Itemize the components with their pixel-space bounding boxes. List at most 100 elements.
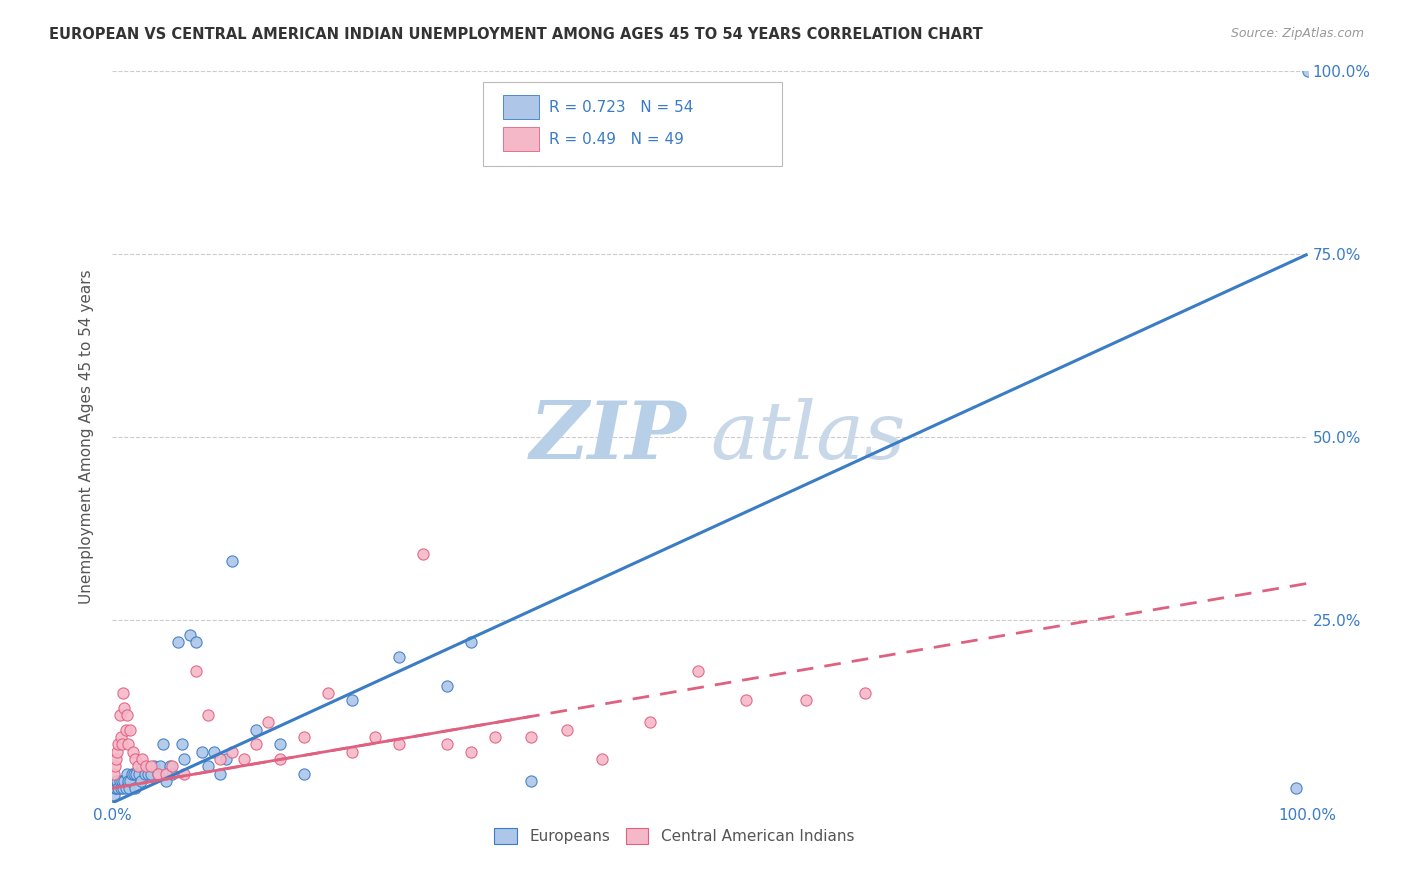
Point xyxy=(688,664,710,678)
Point xyxy=(122,766,145,780)
Point xyxy=(221,745,243,759)
Point xyxy=(143,759,166,773)
Point xyxy=(592,752,614,766)
Point xyxy=(127,759,149,773)
Point xyxy=(121,766,143,780)
Point xyxy=(221,554,243,568)
Point xyxy=(103,766,125,780)
Point xyxy=(735,693,758,707)
Point xyxy=(364,730,387,744)
Point xyxy=(105,752,128,766)
Point xyxy=(292,766,315,780)
Point xyxy=(135,759,157,773)
Point xyxy=(179,627,201,641)
Point xyxy=(460,635,482,649)
Point xyxy=(110,730,132,744)
Point xyxy=(139,759,162,773)
Point xyxy=(460,745,482,759)
Point xyxy=(640,715,662,730)
Point xyxy=(197,708,219,723)
Point xyxy=(112,686,135,700)
Point xyxy=(138,766,160,780)
Point xyxy=(245,723,267,737)
Text: atlas: atlas xyxy=(710,399,905,475)
Point xyxy=(124,752,146,766)
Point xyxy=(436,679,458,693)
Point xyxy=(233,752,256,766)
Point xyxy=(129,773,152,788)
Point xyxy=(484,730,506,744)
Point xyxy=(245,737,267,751)
Point xyxy=(162,759,183,773)
Point xyxy=(292,730,315,744)
Text: ZIP: ZIP xyxy=(529,399,686,475)
Point xyxy=(162,766,183,780)
Point xyxy=(155,766,177,780)
Point xyxy=(117,737,139,751)
Point xyxy=(215,752,238,766)
Point xyxy=(120,723,142,737)
Point xyxy=(114,773,135,788)
Point xyxy=(110,781,132,796)
Point xyxy=(186,664,208,678)
FancyBboxPatch shape xyxy=(503,127,538,151)
Point xyxy=(131,759,153,773)
Point xyxy=(209,766,232,780)
Point xyxy=(316,686,339,700)
Point xyxy=(128,766,150,780)
Point xyxy=(209,752,232,766)
Point xyxy=(124,781,146,796)
Point xyxy=(855,686,877,700)
Point xyxy=(146,766,169,780)
Point xyxy=(115,708,138,723)
Point xyxy=(555,723,578,737)
Point xyxy=(388,649,411,664)
Point xyxy=(103,789,125,803)
Point xyxy=(104,759,127,773)
Text: R = 0.723   N = 54: R = 0.723 N = 54 xyxy=(548,100,693,115)
Point xyxy=(114,723,136,737)
Point xyxy=(108,708,131,723)
Point xyxy=(269,752,291,766)
Point xyxy=(269,737,291,751)
Point xyxy=(173,766,195,780)
Point xyxy=(114,781,136,796)
Point xyxy=(167,635,190,649)
Point xyxy=(257,715,280,730)
Point xyxy=(105,745,128,759)
Point xyxy=(202,745,225,759)
Point xyxy=(173,752,195,766)
Point xyxy=(520,730,543,744)
FancyBboxPatch shape xyxy=(503,95,538,119)
Point xyxy=(111,773,134,788)
Point xyxy=(108,773,131,788)
Point xyxy=(197,759,219,773)
Text: Source: ZipAtlas.com: Source: ZipAtlas.com xyxy=(1230,27,1364,40)
Point xyxy=(794,693,817,707)
Point xyxy=(340,745,363,759)
Point xyxy=(139,766,162,780)
Point xyxy=(105,781,128,796)
Point xyxy=(131,752,153,766)
Point xyxy=(125,766,148,780)
Point xyxy=(1285,781,1308,796)
Legend: Europeans, Central American Indians: Europeans, Central American Indians xyxy=(488,822,860,850)
Point xyxy=(107,737,129,751)
Text: R = 0.49   N = 49: R = 0.49 N = 49 xyxy=(548,132,683,147)
Point xyxy=(412,547,434,561)
Point xyxy=(340,693,363,707)
FancyBboxPatch shape xyxy=(484,82,782,167)
Point xyxy=(104,781,127,796)
Point xyxy=(149,759,172,773)
Point xyxy=(146,766,169,780)
Point xyxy=(114,700,135,714)
Point xyxy=(120,773,142,788)
Point xyxy=(118,781,141,796)
Point xyxy=(134,766,156,780)
Point xyxy=(155,773,177,788)
Point xyxy=(152,737,174,751)
Text: EUROPEAN VS CENTRAL AMERICAN INDIAN UNEMPLOYMENT AMONG AGES 45 TO 54 YEARS CORRE: EUROPEAN VS CENTRAL AMERICAN INDIAN UNEM… xyxy=(49,27,983,42)
Point xyxy=(191,745,214,759)
Point xyxy=(159,759,181,773)
Point xyxy=(115,766,138,780)
